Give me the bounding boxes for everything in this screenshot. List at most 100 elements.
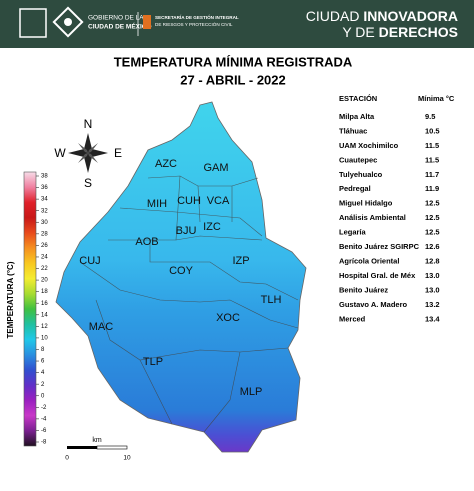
station-value: 9.5 xyxy=(425,112,435,121)
colorbar-tick-label: 4 xyxy=(41,370,45,376)
borough-label: IZC xyxy=(203,221,221,233)
compass-west: W xyxy=(54,146,66,160)
colorbar-tick-label: 28 xyxy=(41,231,48,237)
station-name: Benito Juárez xyxy=(339,285,388,294)
station-value: 12.6 xyxy=(425,242,440,251)
map-date: 27 - ABRIL - 2022 xyxy=(180,72,286,87)
station-name: Agrícola Oriental xyxy=(339,256,399,265)
colorbar-tick-label: 30 xyxy=(41,220,48,226)
station-name: Legaría xyxy=(339,228,367,237)
station-value: 11.9 xyxy=(425,184,439,193)
station-name: Merced xyxy=(339,314,366,323)
borough-label: AZC xyxy=(155,158,177,170)
colorbar-tick-label: 22 xyxy=(41,266,48,272)
station-value: 13.0 xyxy=(425,271,440,280)
station-value: 11.7 xyxy=(425,170,439,179)
station-name: Milpa Alta xyxy=(339,112,375,121)
colorbar-tick-label: 18 xyxy=(41,289,48,295)
borough-label: XOC xyxy=(216,312,240,324)
city-outline xyxy=(55,101,307,453)
scale-unit: km xyxy=(92,437,102,444)
borough-label: MLP xyxy=(240,386,263,398)
borough-label: CUH xyxy=(177,195,201,207)
station-value: 12.8 xyxy=(425,256,440,265)
colorbar-tick-label: -2 xyxy=(41,405,47,411)
station-value: 11.5 xyxy=(425,141,439,150)
borough-label: AOB xyxy=(135,236,158,248)
borough-label: MAC xyxy=(89,321,114,333)
borough-label: MIH xyxy=(147,198,167,210)
colorbar-tick-label: 10 xyxy=(41,335,48,341)
table-header: ESTACIÓN xyxy=(339,94,377,103)
slogan-text: INNOVADORA xyxy=(363,8,458,24)
agency-line: SECRETARÍA DE GESTIÓN INTEGRAL xyxy=(155,13,239,20)
colorbar-tick-label: 16 xyxy=(41,301,48,307)
government-line: GOBIERNO DE LA xyxy=(88,15,144,22)
station-value: 13.0 xyxy=(425,285,440,294)
slogan-line: Y DE DERECHOS xyxy=(342,24,458,40)
station-name: Benito Juárez SGIRPC xyxy=(339,242,420,251)
station-name: Hospital Gral. de Méx xyxy=(339,271,416,280)
station-name: Tulyehualco xyxy=(339,170,383,179)
government-line: CIUDAD DE MÉXICO xyxy=(88,22,152,31)
slogan-text: Y DE xyxy=(342,24,378,40)
station-name: UAM Xochimilco xyxy=(339,141,399,150)
borough-label: COY xyxy=(169,265,194,277)
colorbar-label: TEMPERATURA (°C) xyxy=(6,261,15,338)
compass-rose xyxy=(68,133,108,173)
colorbar-tick-label: 2 xyxy=(41,382,45,388)
borough-label: VCA xyxy=(207,195,230,207)
station-value: 11.5 xyxy=(425,155,439,164)
colorbar-tick-label: 6 xyxy=(41,359,45,365)
colorbar-tick-label: 26 xyxy=(41,243,48,249)
colorbar-tick-label: 34 xyxy=(41,197,48,203)
crest-icon xyxy=(19,8,47,38)
station-value: 13.4 xyxy=(425,314,440,323)
compass-east: E xyxy=(114,146,122,160)
colorbar-tick-label: 36 xyxy=(41,185,48,191)
station-name: Cuautepec xyxy=(339,155,377,164)
station-name: Pedregal xyxy=(339,184,371,193)
station-name: Análisis Ambiental xyxy=(339,213,406,222)
colorbar xyxy=(23,171,37,447)
colorbar-tick-label: 32 xyxy=(41,208,48,214)
table-header: Mínima °C xyxy=(418,94,455,103)
scale-tick-label: 10 xyxy=(123,455,131,462)
borough-label: GAM xyxy=(203,162,228,174)
borough-label: TLH xyxy=(261,294,282,306)
colorbar-tick-label: 8 xyxy=(41,347,45,353)
station-value: 13.2 xyxy=(425,300,440,309)
station-value: 12.5 xyxy=(425,199,440,208)
colorbar-tick-label: 20 xyxy=(41,278,48,284)
scale-bar xyxy=(67,446,97,449)
compass-north: N xyxy=(84,117,93,131)
station-value: 10.5 xyxy=(425,126,440,135)
borough-label: TLP xyxy=(143,356,163,368)
colorbar-tick-label: -4 xyxy=(41,416,47,422)
station-name: Tláhuac xyxy=(339,126,367,135)
borough-label: IZP xyxy=(232,255,249,267)
slogan-line: CIUDAD INNOVADORA xyxy=(306,8,458,24)
colorbar-tick-label: 14 xyxy=(41,312,48,318)
borough-label: BJU xyxy=(176,225,197,237)
colorbar-tick-label: -6 xyxy=(41,428,47,434)
borough-label: CUJ xyxy=(79,255,100,267)
slogan-text: CIUDAD xyxy=(306,8,364,24)
borough-borders xyxy=(79,175,299,433)
slogan-text: DERECHOS xyxy=(379,24,458,40)
station-value: 12.5 xyxy=(425,228,440,237)
colorbar-tick-label: 24 xyxy=(41,255,48,261)
agency-line: DE RIESGOS Y PROTECCIÓN CIVIL xyxy=(155,21,233,27)
station-name: Miguel Hidalgo xyxy=(339,199,393,208)
scale-bar xyxy=(96,445,128,450)
colorbar-tick-label: 0 xyxy=(41,393,45,399)
city-logo xyxy=(52,6,84,38)
station-name: Gustavo A. Madero xyxy=(339,300,407,309)
compass-south: S xyxy=(84,176,92,190)
colorbar-tick-label: 38 xyxy=(41,174,48,180)
map-title: TEMPERATURA MÍNIMA REGISTRADA xyxy=(114,54,353,69)
station-value: 12.5 xyxy=(425,213,440,222)
scale-tick-label: 0 xyxy=(65,455,69,462)
colorbar-tick-label: -8 xyxy=(41,440,47,446)
